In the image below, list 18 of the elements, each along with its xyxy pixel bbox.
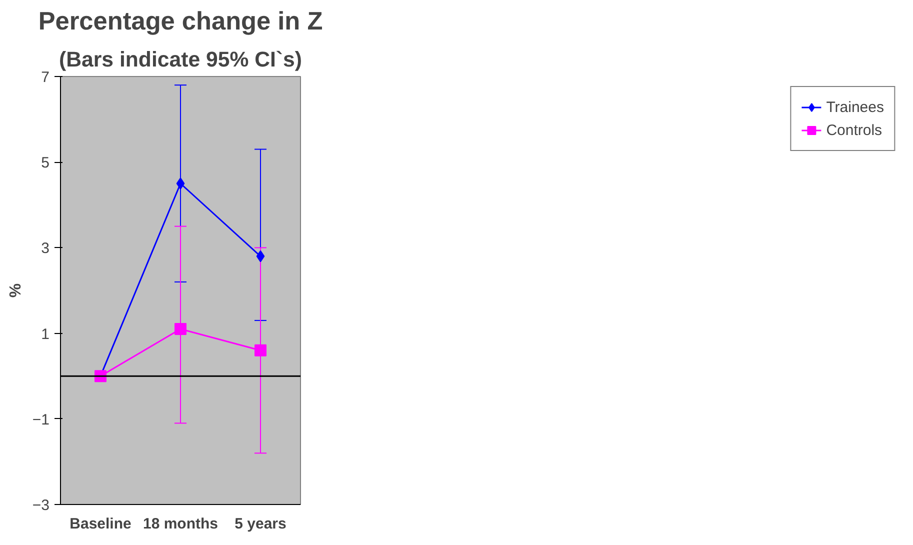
chart-subtitle: (Bars indicate 95% CI`s)	[59, 48, 302, 72]
x-tick-label: Baseline	[70, 516, 132, 532]
point	[254, 344, 266, 356]
y-tick-label: 3	[41, 240, 50, 258]
legend-label: Controls	[826, 122, 882, 138]
x-tick-label: 5 years	[234, 516, 286, 532]
chart-title: Percentage change in Z	[38, 8, 323, 36]
legend-label: Trainees	[826, 98, 884, 116]
y-axis-title: %	[7, 283, 24, 298]
y-tick-label: 1	[41, 326, 50, 343]
point	[256, 250, 265, 262]
y-tick-label: 5	[41, 154, 50, 172]
point	[174, 323, 186, 336]
point	[176, 178, 185, 190]
y-tick-label: −3	[32, 497, 50, 514]
y-tick-label: −1	[32, 411, 50, 428]
y-tick-label: 7	[41, 69, 50, 86]
x-tick-label: 18 months	[142, 516, 218, 532]
